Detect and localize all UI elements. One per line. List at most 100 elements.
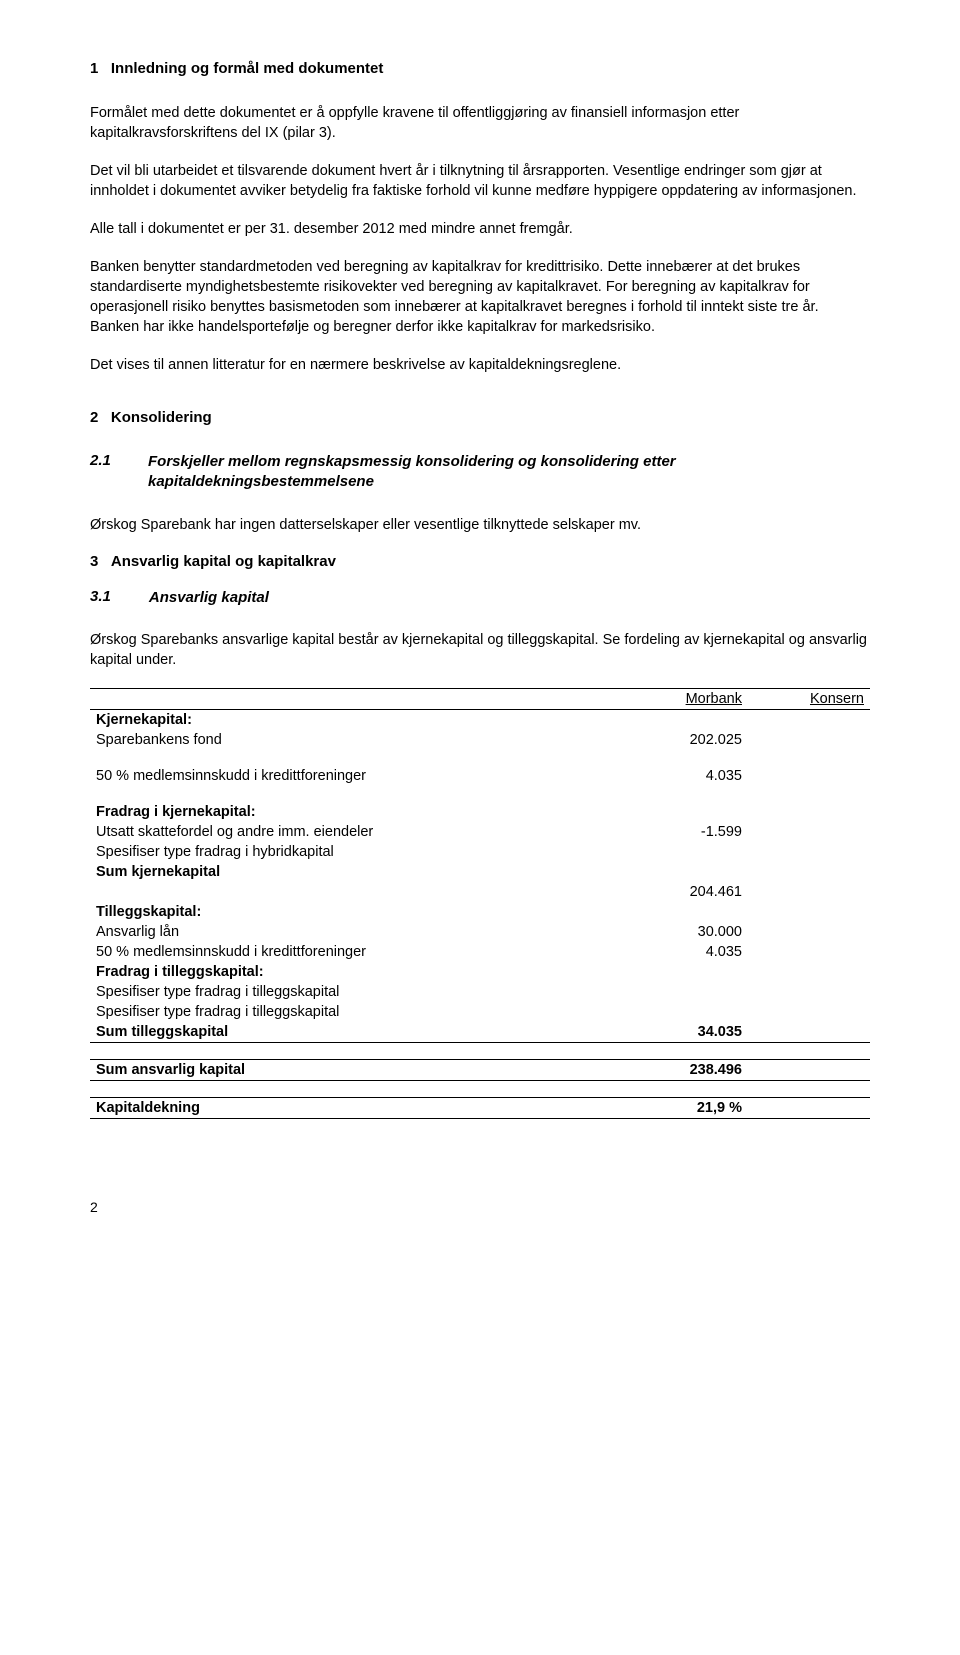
hybridkapital-label: Spesifiser type fradrag i hybridkapital: [90, 842, 626, 862]
cell: [748, 709, 870, 730]
table-row: 50 % medlemsinnskudd i kredittforeninger…: [90, 942, 870, 962]
section-1-p1: Formålet med dette dokumentet er å oppfy…: [90, 103, 870, 143]
cell: [626, 802, 748, 822]
cell: [748, 730, 870, 750]
sum-tillegg-label: Sum tilleggskapital: [90, 1022, 626, 1043]
table-header-morbank: Morbank: [626, 688, 748, 709]
section-2-p1: Ørskog Sparebank har ingen datterselskap…: [90, 515, 870, 535]
table-row: Spesifiser type fradrag i hybridkapital: [90, 842, 870, 862]
spacer-row: [90, 750, 870, 766]
cell: [748, 766, 870, 786]
spacer-row: [90, 786, 870, 802]
sum-ansvarlig-label: Sum ansvarlig kapital: [90, 1059, 626, 1080]
medlemsinnskudd2-label: 50 % medlemsinnskudd i kredittforeninger: [90, 942, 626, 962]
table-row: Fradrag i tilleggskapital:: [90, 962, 870, 982]
section-2-num: 2: [90, 409, 98, 426]
tilleggskapital-label: Tilleggskapital:: [90, 902, 626, 922]
table-row: Kjernekapital:: [90, 709, 870, 730]
sparebankens-fond-val: 202.025: [626, 730, 748, 750]
section-2-1-num: 2.1: [90, 452, 110, 493]
section-2-1-title: Forskjeller mellom regnskapsmessig konso…: [148, 452, 870, 493]
table-header-konsern: Konsern: [748, 688, 870, 709]
cell: [748, 802, 870, 822]
kapitaldekning-val: 21,9 %: [626, 1097, 748, 1118]
kapitaldekning-row: Kapitaldekning 21,9 %: [90, 1097, 870, 1118]
table-row: Sum tilleggskapital 34.035: [90, 1022, 870, 1043]
table-row: Spesifiser type fradrag i tilleggskapita…: [90, 1002, 870, 1022]
fradrag-tillegg-2-label: Spesifiser type fradrag i tilleggskapita…: [90, 1002, 626, 1022]
page-number: 2: [90, 1199, 870, 1215]
cell: [748, 862, 870, 882]
cell: [748, 1059, 870, 1080]
table-row: 204.461: [90, 882, 870, 902]
section-1-p3: Alle tall i dokumentet er per 31. desemb…: [90, 219, 870, 239]
section-3-heading: 3 Ansvarlig kapital og kapitalkrav: [90, 553, 870, 570]
cell: [626, 709, 748, 730]
fradrag-tillegg-1-label: Spesifiser type fradrag i tilleggskapita…: [90, 982, 626, 1002]
cell: [748, 882, 870, 902]
table-row: Tilleggskapital:: [90, 902, 870, 922]
ansvarlig-laan-val: 30.000: [626, 922, 748, 942]
cell: [748, 1097, 870, 1118]
sum-kjerne-label: Sum kjernekapital: [90, 862, 626, 882]
cell: [748, 1002, 870, 1022]
sum-ansvarlig-val: 238.496: [626, 1059, 748, 1080]
section-3-1-num: 3.1: [90, 588, 111, 608]
cell: [626, 902, 748, 922]
table-row: Spesifiser type fradrag i tilleggskapita…: [90, 982, 870, 1002]
utsatt-skatt-val: -1.599: [626, 822, 748, 842]
section-2-title: Konsolidering: [111, 409, 212, 426]
capital-table: Morbank Konsern Kjernekapital: Sparebank…: [90, 688, 870, 1119]
ansvarlig-laan-label: Ansvarlig lån: [90, 922, 626, 942]
sum-kjerne-val: 204.461: [626, 882, 748, 902]
section-2-1-heading: 2.1 Forskjeller mellom regnskapsmessig k…: [90, 452, 870, 493]
cell: [90, 882, 626, 902]
fradrag-kjerne-label: Fradrag i kjernekapital:: [90, 802, 626, 822]
section-1-heading: 1 Innledning og formål med dokumentet: [90, 60, 870, 77]
section-3-1-heading: 3.1 Ansvarlig kapital: [90, 588, 870, 608]
section-1-title: Innledning og formål med dokumentet: [111, 60, 384, 77]
cell: [748, 962, 870, 982]
table-header-row: Morbank Konsern: [90, 688, 870, 709]
cell: [748, 842, 870, 862]
cell: [626, 842, 748, 862]
medlemsinnskudd-label: 50 % medlemsinnskudd i kredittforeninger: [90, 766, 626, 786]
cell: [626, 962, 748, 982]
table-row: Sparebankens fond 202.025: [90, 730, 870, 750]
spacer-row: [90, 1042, 870, 1059]
cell: [626, 1002, 748, 1022]
section-2-heading: 2 Konsolidering: [90, 409, 870, 426]
section-1-p4: Banken benytter standardmetoden ved bere…: [90, 257, 870, 337]
table-row: Sum kjernekapital: [90, 862, 870, 882]
spacer-row: [90, 1080, 870, 1097]
table-row: Ansvarlig lån 30.000: [90, 922, 870, 942]
medlemsinnskudd-val: 4.035: [626, 766, 748, 786]
fradrag-tillegg-label: Fradrag i tilleggskapital:: [90, 962, 626, 982]
medlemsinnskudd2-val: 4.035: [626, 942, 748, 962]
table-row: Fradrag i kjernekapital:: [90, 802, 870, 822]
cell: [748, 822, 870, 842]
table-row: 50 % medlemsinnskudd i kredittforeninger…: [90, 766, 870, 786]
section-3-1-title: Ansvarlig kapital: [149, 588, 269, 608]
cell: [626, 862, 748, 882]
sum-ansvarlig-row: Sum ansvarlig kapital 238.496: [90, 1059, 870, 1080]
kjernekapital-label: Kjernekapital:: [90, 709, 626, 730]
kapitaldekning-label: Kapitaldekning: [90, 1097, 626, 1118]
cell: [748, 942, 870, 962]
sum-tillegg-val: 34.035: [626, 1022, 748, 1043]
section-1-p5: Det vises til annen litteratur for en næ…: [90, 355, 870, 375]
table-row: Utsatt skattefordel og andre imm. eiende…: [90, 822, 870, 842]
section-3-num: 3: [90, 553, 98, 570]
section-1-p2: Det vil bli utarbeidet et tilsvarende do…: [90, 161, 870, 201]
section-3-p1: Ørskog Sparebanks ansvarlige kapital bes…: [90, 630, 870, 670]
section-1-num: 1: [90, 60, 98, 77]
sparebankens-fond-label: Sparebankens fond: [90, 730, 626, 750]
cell: [626, 982, 748, 1002]
table-header-empty: [90, 688, 626, 709]
utsatt-skatt-label: Utsatt skattefordel og andre imm. eiende…: [90, 822, 626, 842]
section-3-title: Ansvarlig kapital og kapitalkrav: [111, 553, 336, 570]
cell: [748, 982, 870, 1002]
cell: [748, 902, 870, 922]
cell: [748, 922, 870, 942]
cell: [748, 1022, 870, 1043]
